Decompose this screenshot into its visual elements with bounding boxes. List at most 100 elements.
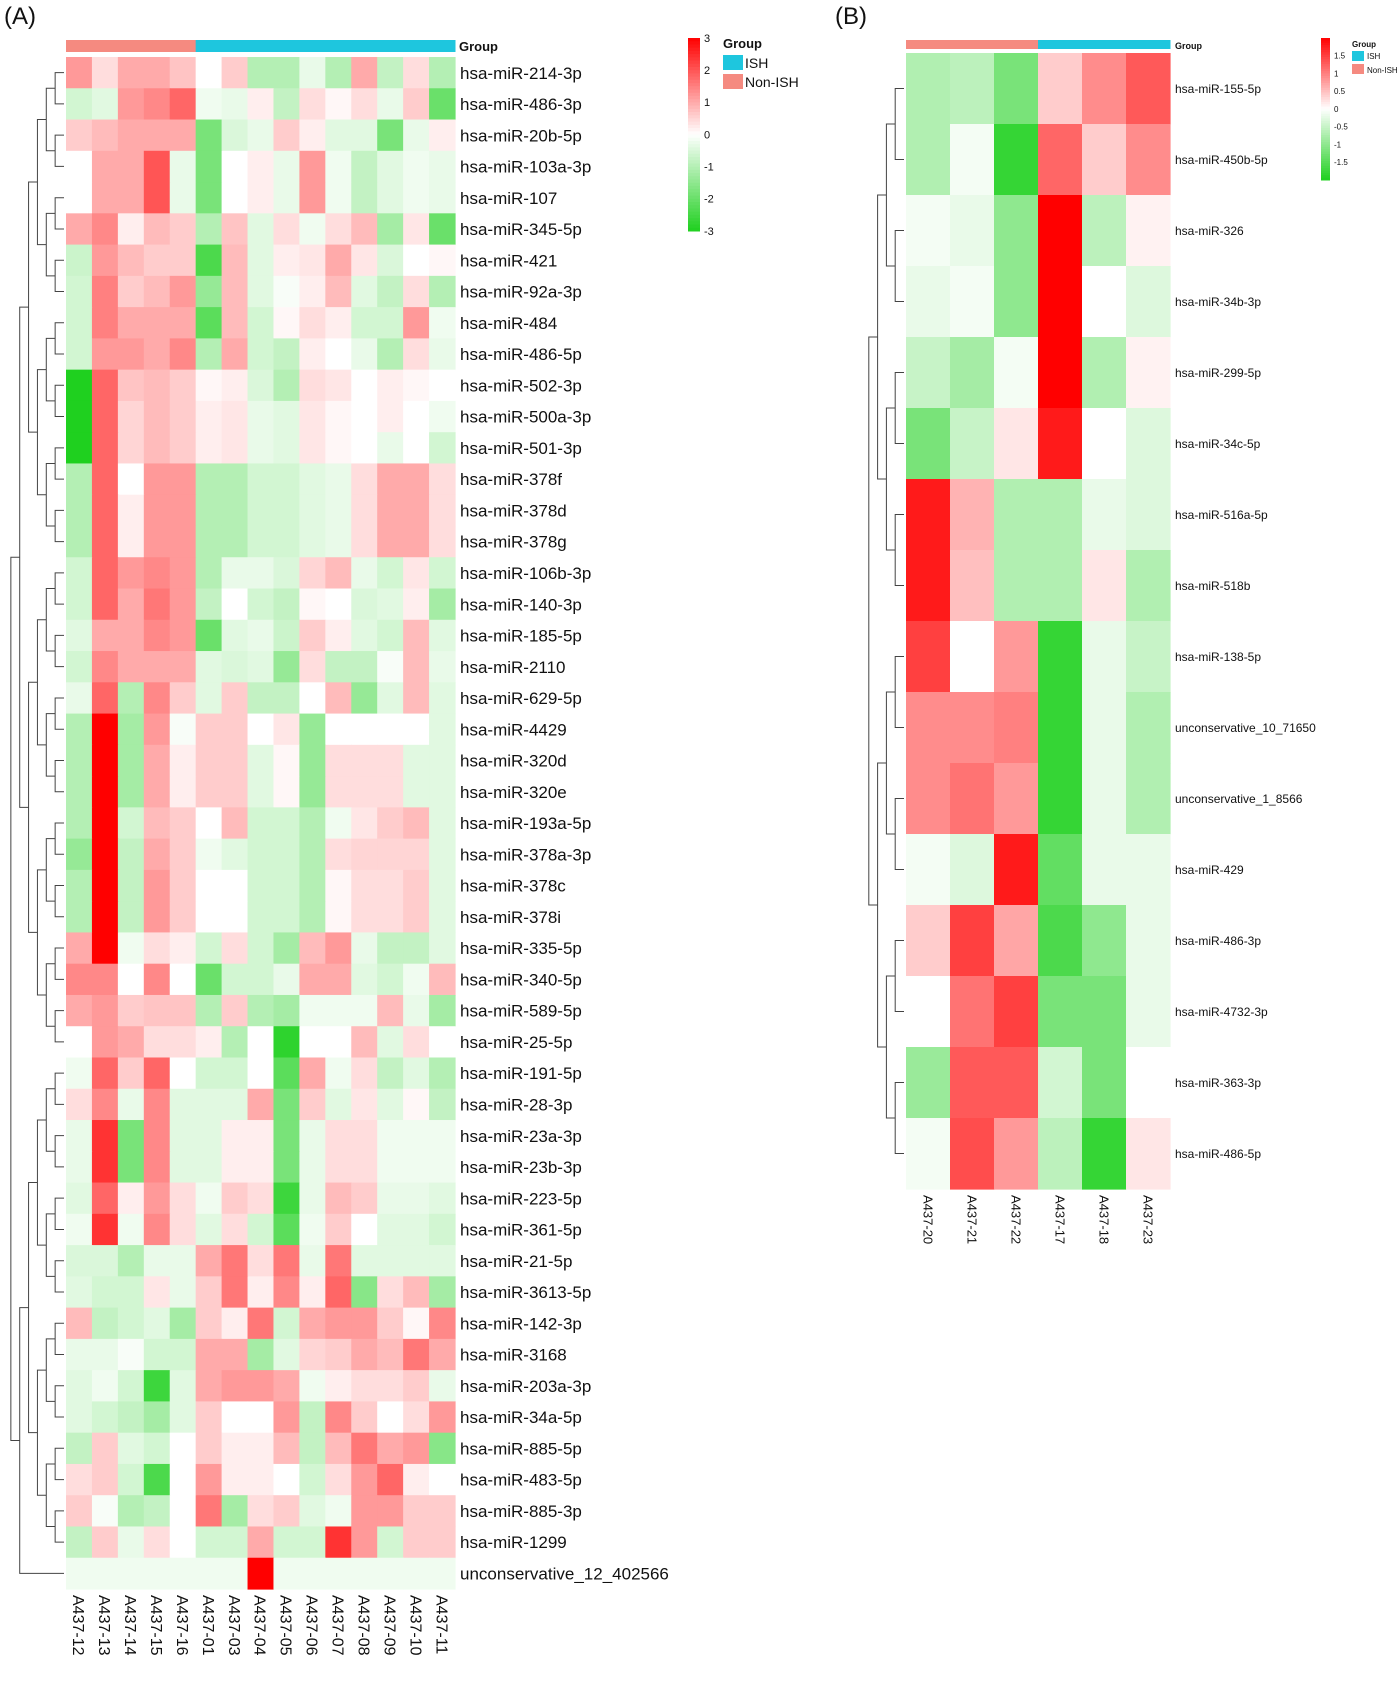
- row-label: unconservative_10_71650: [1175, 721, 1316, 735]
- row-label: hsa-miR-378a-3p: [460, 845, 591, 864]
- row-label: hsa-miR-429: [1175, 863, 1244, 877]
- panel-b-legend-swatch-non-ish: [1352, 64, 1364, 74]
- heatmap-cell: [247, 1307, 275, 1340]
- heatmap-cell: [117, 1370, 145, 1403]
- heatmap-cell: [195, 1057, 223, 1090]
- heatmap-cell: [91, 1057, 119, 1090]
- heatmap-cell: [377, 244, 404, 277]
- panel-a-group-bar-label: Group: [459, 39, 498, 54]
- heatmap-cell: [299, 494, 326, 527]
- colorbar-segment: [688, 128, 700, 132]
- colorbar-segment: [1321, 56, 1330, 60]
- heatmap-cell: [377, 994, 404, 1027]
- column-label: A437-23: [1140, 1195, 1155, 1244]
- heatmap-cell: [351, 1370, 378, 1403]
- panel-b: (B) Group hsa-miR-155-5phsa-miR-450b-5ph…: [835, 3, 1398, 1244]
- heatmap-cell: [273, 963, 300, 996]
- heatmap-cell: [950, 53, 995, 125]
- colorbar-segment: [1321, 149, 1330, 153]
- heatmap-cell: [429, 1276, 456, 1309]
- heatmap-cell: [325, 525, 352, 558]
- heatmap-cell: [351, 901, 378, 934]
- panelA-dendro-branch-36: [36, 119, 47, 246]
- colorbar-segment: [1321, 59, 1330, 63]
- heatmap-cell: [1082, 550, 1127, 622]
- colorbar-segment: [1321, 42, 1330, 46]
- heatmap-cell: [195, 182, 223, 214]
- panelA-dendro-branch-30: [45, 838, 56, 902]
- heatmap-cell: [169, 1557, 197, 1590]
- heatmap-cell: [143, 619, 171, 652]
- heatmap-cell: [351, 213, 378, 246]
- heatmap-cell: [247, 57, 275, 89]
- heatmap-cell: [143, 557, 171, 590]
- heatmap-cell: [117, 1057, 145, 1090]
- row-label: hsa-miR-103a-3p: [460, 158, 591, 177]
- colorbar-segment: [1321, 165, 1330, 169]
- heatmap-cell: [143, 463, 171, 496]
- heatmap-cell: [117, 713, 145, 746]
- heatmap-cell: [377, 150, 404, 183]
- heatmap-cell: [403, 744, 430, 777]
- heatmap-cell: [273, 619, 300, 652]
- heatmap-cell: [91, 1151, 119, 1184]
- heatmap-cell: [169, 744, 197, 777]
- panelB-dendro-branch-13: [877, 762, 887, 1048]
- row-label: unconservative_1_8566: [1175, 792, 1303, 806]
- heatmap-cell: [221, 1401, 249, 1434]
- heatmap-cell: [377, 682, 404, 715]
- heatmap-cell: [143, 869, 171, 902]
- colorbar-segment: [688, 189, 700, 193]
- heatmap-cell: [403, 1245, 430, 1277]
- heatmap-cell: [299, 57, 326, 89]
- heatmap-cell: [143, 776, 171, 808]
- heatmap-cell: [325, 244, 352, 277]
- heatmap-cell: [1126, 337, 1171, 409]
- heatmap-cell: [906, 976, 951, 1048]
- row-label: unconservative_12_402566: [460, 1564, 669, 1583]
- heatmap-cell: [325, 1088, 352, 1121]
- panelA-dendro-branch-29: [45, 713, 56, 777]
- heatmap-cell: [429, 1057, 456, 1090]
- heatmap-cell: [377, 525, 404, 558]
- heatmap-cell: [351, 150, 378, 183]
- colorbar-segment: [1321, 177, 1330, 181]
- heatmap-cell: [950, 408, 995, 480]
- panelA-dendro-branch-46: [19, 1307, 64, 1574]
- row-label: hsa-miR-185-5p: [460, 627, 582, 646]
- heatmap-cell: [195, 901, 223, 934]
- heatmap-cell: [66, 525, 93, 558]
- heatmap-cell: [950, 195, 995, 267]
- column-label: A437-10: [406, 1595, 423, 1656]
- heatmap-cell: [299, 1401, 326, 1434]
- heatmap-cell: [169, 1526, 197, 1559]
- row-label: hsa-miR-345-5p: [460, 220, 582, 239]
- heatmap-cell: [325, 1526, 352, 1559]
- heatmap-cell: [221, 838, 249, 871]
- heatmap-cell: [195, 557, 223, 590]
- group-cell-13: [403, 40, 430, 52]
- heatmap-cell: [221, 1432, 249, 1465]
- heatmap-cell: [143, 1088, 171, 1121]
- heatmap-cell: [169, 651, 197, 683]
- heatmap-cell: [429, 1245, 456, 1277]
- heatmap-cell: [429, 901, 456, 934]
- heatmap-cell: [403, 932, 430, 965]
- heatmap-cell: [247, 588, 275, 621]
- heatmap-cell: [325, 119, 352, 152]
- heatmap-cell: [325, 1276, 352, 1309]
- heatmap-cell: [299, 1338, 326, 1371]
- panel-b-row-dendrogram: [868, 88, 904, 1154]
- colorbar-segment: [1321, 118, 1330, 122]
- heatmap-cell: [221, 682, 249, 715]
- heatmap-cell: [143, 1307, 171, 1340]
- heatmap-cell: [195, 994, 223, 1027]
- heatmap-cell: [221, 932, 249, 965]
- heatmap-cell: [195, 1463, 223, 1496]
- heatmap-cell: [273, 1370, 300, 1403]
- heatmap-cell: [403, 525, 430, 558]
- heatmap-cell: [221, 1057, 249, 1090]
- heatmap-cell: [169, 776, 197, 808]
- colorbar-tick-label: 2: [704, 65, 710, 77]
- colorbar-segment: [688, 160, 700, 164]
